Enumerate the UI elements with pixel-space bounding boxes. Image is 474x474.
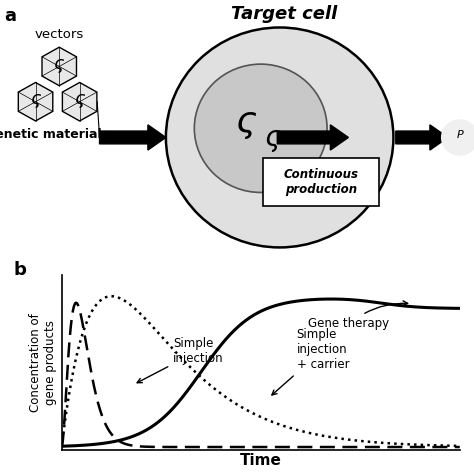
Text: vectors: vectors [35, 28, 84, 41]
Text: $\varsigma$: $\varsigma$ [53, 56, 65, 74]
Text: $\varsigma$: $\varsigma$ [29, 92, 42, 110]
Text: a: a [5, 7, 17, 25]
Text: $\varsigma$: $\varsigma$ [73, 92, 86, 110]
Polygon shape [63, 82, 97, 121]
Text: Genetic materials: Genetic materials [0, 128, 109, 141]
Text: b: b [14, 261, 27, 279]
Polygon shape [277, 125, 348, 150]
Circle shape [194, 64, 327, 192]
Polygon shape [396, 125, 448, 150]
Text: P: P [456, 130, 463, 140]
Text: Simple
injection: Simple injection [137, 337, 224, 383]
Y-axis label: Concentration of
gene products: Concentration of gene products [29, 313, 57, 412]
Polygon shape [18, 82, 53, 121]
Circle shape [166, 27, 393, 247]
Text: Gene therapy: Gene therapy [309, 301, 408, 330]
Text: $\varsigma$: $\varsigma$ [236, 107, 257, 141]
Polygon shape [100, 125, 166, 150]
FancyBboxPatch shape [263, 158, 379, 206]
X-axis label: Time: Time [240, 453, 282, 468]
Text: $\varsigma$: $\varsigma$ [264, 126, 281, 154]
Polygon shape [42, 47, 76, 86]
Text: Simple
injection
+ carrier: Simple injection + carrier [272, 328, 349, 395]
Text: Continuous
production: Continuous production [283, 168, 359, 196]
Text: Target cell: Target cell [231, 5, 337, 23]
Circle shape [442, 120, 474, 155]
